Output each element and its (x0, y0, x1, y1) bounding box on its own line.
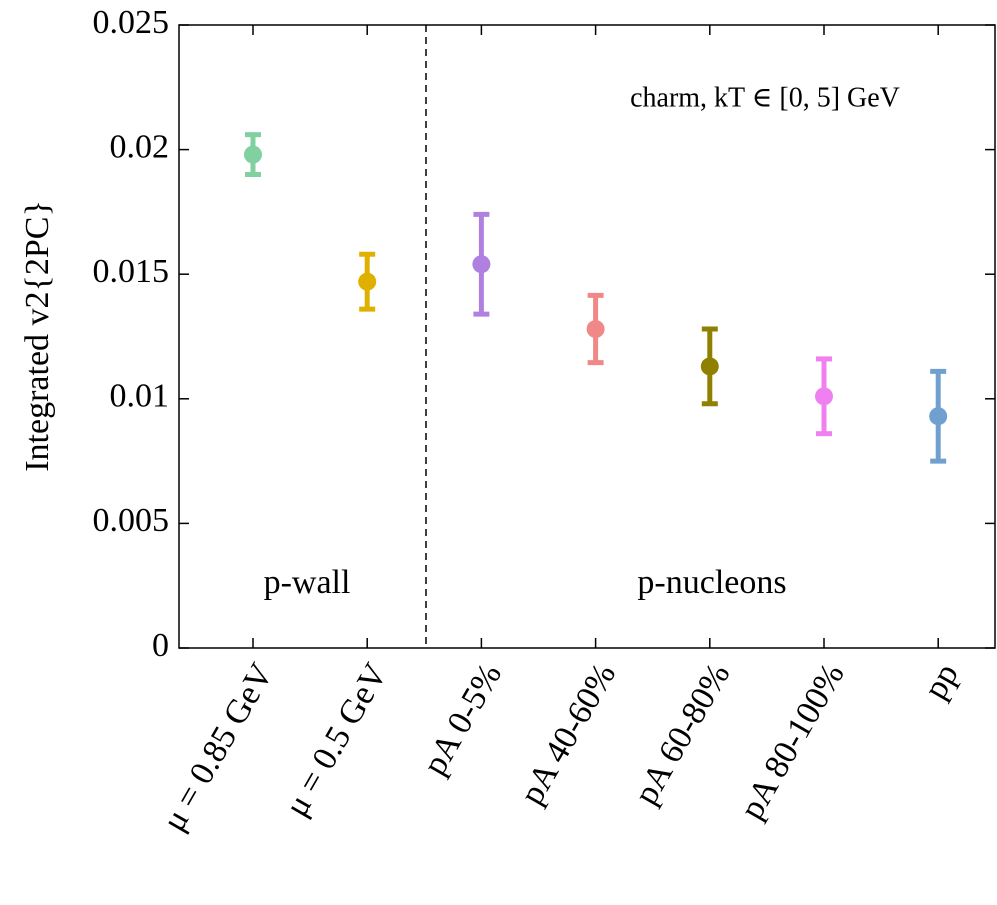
point (815, 387, 833, 406)
x-tick-label: pA 80-100% (733, 657, 851, 825)
y-tick-label: 0.01 (110, 378, 170, 415)
x-tick-label: μ = 0.5 GeV (278, 657, 395, 823)
region-label: p-nucleons (637, 564, 786, 601)
y-tick-label: 0.025 (93, 4, 170, 41)
point (586, 320, 605, 339)
x-tick-label: μ = 0.85 GeV (155, 657, 281, 837)
x-tick-label: pA 0-5% (416, 657, 509, 781)
y-tick-label: 0.015 (93, 253, 170, 290)
x-tick-label: pA 40-60% (513, 657, 623, 810)
region-label: p-wall (264, 564, 351, 601)
point (929, 407, 948, 426)
annotation: charm, kT ∈ [0, 5] GeV (630, 82, 900, 113)
point (244, 145, 262, 164)
point (700, 357, 719, 376)
x-tick-label: pA 60-80% (628, 657, 738, 810)
y-tick-label: 0.005 (93, 502, 170, 539)
point (472, 255, 491, 274)
point (358, 272, 377, 291)
x-tick-label: pp (917, 657, 966, 705)
y-axis-label: Integrated v2{2PC} (19, 200, 56, 472)
y-tick-label: 0 (152, 627, 169, 664)
y-tick-label: 0.02 (110, 128, 170, 165)
plot-frame (178, 24, 996, 649)
